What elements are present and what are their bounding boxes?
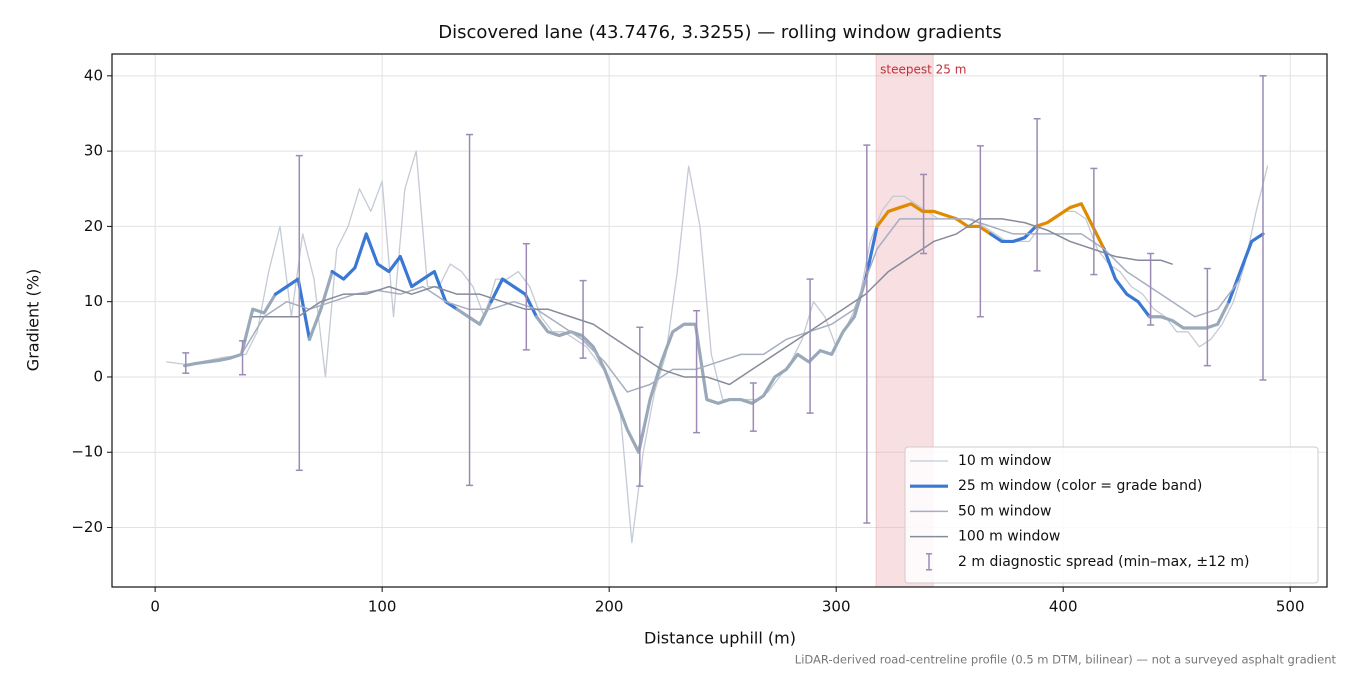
series-line <box>455 300 493 326</box>
y-tick-label: 10 <box>84 292 103 310</box>
x-tick-label: 400 <box>1049 598 1078 616</box>
y-tick-label: 0 <box>93 367 103 385</box>
y-axis-label: Gradient (%) <box>24 269 43 371</box>
series-line <box>307 269 334 341</box>
x-tick-label: 100 <box>368 598 397 616</box>
series-line <box>1102 247 1152 319</box>
highlight-label: steepest 25 m <box>880 63 966 77</box>
series-line <box>1147 300 1231 330</box>
y-tick-label: 20 <box>84 217 103 235</box>
y-tick-label: −20 <box>71 518 103 536</box>
y-tick-label: 30 <box>84 142 103 160</box>
x-tick-label: 200 <box>595 598 624 616</box>
series-line <box>489 277 539 319</box>
legend-box <box>904 446 1319 584</box>
series-line <box>875 202 993 236</box>
x-axis-label: Distance uphill (m) <box>644 629 796 648</box>
series-line <box>1034 202 1106 251</box>
series-line <box>165 150 1269 544</box>
series-line <box>330 232 459 311</box>
plot-frame <box>111 53 1328 588</box>
series-line <box>534 277 868 454</box>
legend-label: 100 m window <box>958 529 1060 545</box>
x-tick-label: 300 <box>822 598 851 616</box>
legend-label: 2 m diagnostic spread (min–max, ±12 m) <box>958 554 1249 570</box>
legend-label: 25 m window (color = grade band) <box>958 478 1202 494</box>
y-tick-label: 40 <box>84 66 103 84</box>
series-line <box>183 292 278 368</box>
x-tick-label: 500 <box>1276 598 1305 616</box>
chart-title: Discovered lane (43.7476, 3.3255) — roll… <box>438 22 1001 43</box>
series-line <box>273 277 312 341</box>
series-line <box>252 218 1173 386</box>
y-tick-label: −10 <box>71 443 103 461</box>
series-line <box>864 224 879 281</box>
legend-label: 50 m window <box>958 503 1051 519</box>
x-tick-label: 0 <box>150 598 160 616</box>
series-line <box>240 218 1242 393</box>
series-line <box>1227 232 1265 304</box>
footnote: LiDAR-derived road-centreline profile (0… <box>795 653 1337 667</box>
legend-label: 10 m window <box>958 453 1051 469</box>
plot-area <box>165 150 1269 544</box>
